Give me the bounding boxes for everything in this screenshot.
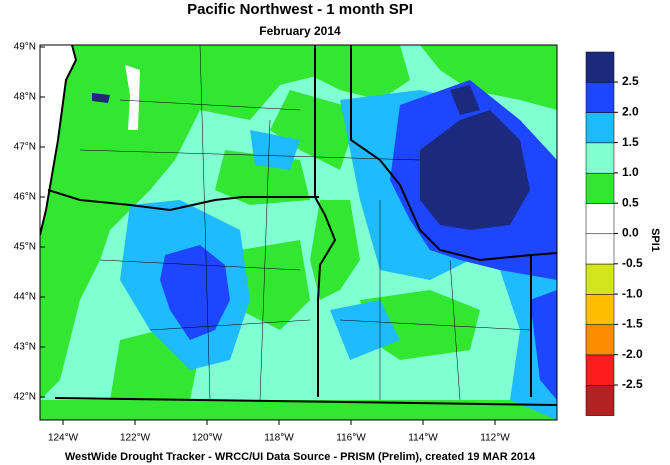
- colorbar-segment: [585, 233, 615, 265]
- colorbar-tick-label: -0.5: [622, 256, 643, 270]
- lon-tick-label: 114°W: [408, 433, 438, 444]
- spi-green: [40, 45, 557, 420]
- lon-tick-label: 118°W: [264, 433, 294, 444]
- lon-tick-label: 122°W: [120, 433, 151, 444]
- lon-tick-label: 116°W: [336, 433, 366, 444]
- lat-tick-label: 49°N: [14, 42, 36, 53]
- lat-tick-label: 48°N: [14, 92, 36, 103]
- colorbar-segment: [585, 203, 615, 235]
- lon-tick-label: 120°W: [192, 433, 223, 444]
- lat-tick-label: 46°N: [14, 192, 36, 203]
- colorbar-tick-label: -1.5: [622, 317, 643, 331]
- colorbar-segment: [585, 294, 615, 325]
- footer: WestWide Drought Tracker - WRCC/UI Data …: [65, 451, 536, 463]
- lat-tick-label: 42°N: [14, 392, 36, 403]
- lat-tick-label: 44°N: [14, 292, 36, 303]
- colorbar-tick-label: 2.0: [622, 104, 639, 118]
- colorbar-tick-label: 0.5: [622, 195, 639, 209]
- lat-tick-label: 43°N: [14, 342, 36, 353]
- colorbar-segment: [585, 263, 615, 295]
- subtitle: February 2014: [259, 24, 341, 38]
- colorbar-segment: [585, 142, 615, 174]
- colorbar-segment: [585, 354, 615, 386]
- colorbar-tick-label: -1.0: [622, 286, 643, 300]
- colorbar-tick-label: 1.5: [622, 135, 639, 149]
- map-frame: [39, 44, 558, 421]
- colorbar-tick-label: 2.5: [622, 74, 639, 88]
- lat-tick-label: 47°N: [14, 142, 36, 153]
- colorbar-segment: [585, 385, 615, 416]
- map: 49°N 48°N 47°N 46°N 45°N 44°N 43°N 42°N 124°W 122…: [14, 42, 558, 444]
- lat-tick-label: 45°N: [14, 242, 36, 253]
- colorbar-tick-label: 1.0: [622, 165, 639, 179]
- colorbar-tick-label: -2.5: [622, 377, 643, 391]
- title: Pacific Northwest - 1 month SPI: [187, 1, 413, 18]
- colorbar-segment: [585, 324, 615, 356]
- colorbar-label: SPI1: [649, 228, 661, 252]
- borders: [40, 45, 557, 406]
- colorbar-segment: [585, 82, 615, 113]
- lon-tick-label: 124°W: [48, 433, 79, 444]
- colorbar-tick-label: 0.0: [622, 226, 639, 240]
- colorbar-segment: [585, 112, 615, 144]
- lon-tick-label: 112°W: [480, 433, 510, 444]
- colorbar-segment: [585, 172, 615, 204]
- puget-sound: [125, 65, 140, 130]
- colorbar-segment: [585, 51, 615, 83]
- colorbar: 2.5 2.0 1.5 1.0 0.5 0.0 -0.5 -1.0 -1.5 -2.0 -2.5: [585, 51, 643, 416]
- colorbar-tick-label: -2.0: [622, 347, 643, 361]
- spi-navy: [92, 85, 530, 230]
